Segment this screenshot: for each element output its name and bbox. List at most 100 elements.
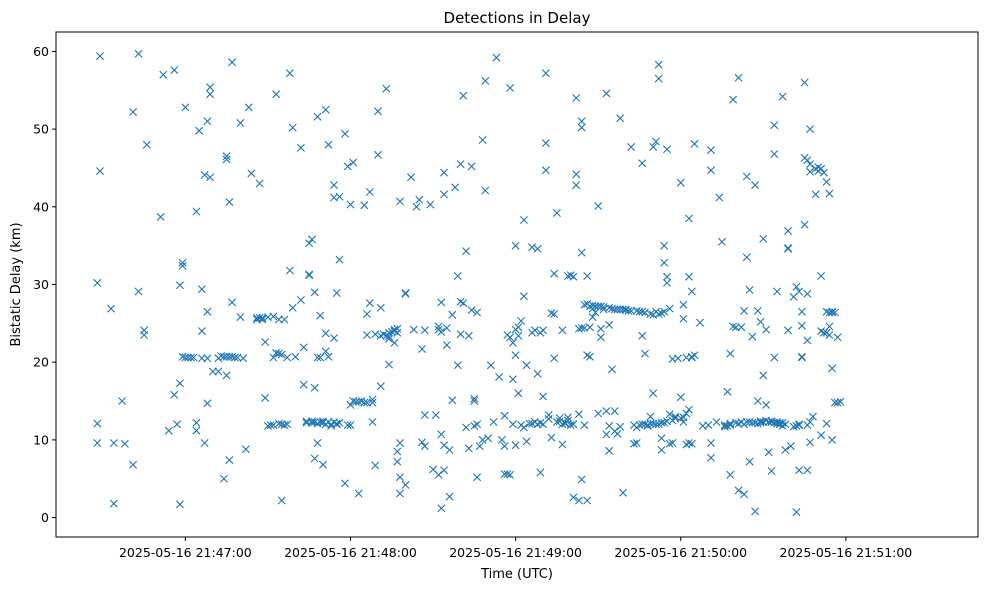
data-point [641,349,649,358]
data-point [503,470,512,479]
data-point [599,305,608,314]
data-point [577,117,586,126]
data-point [396,197,404,206]
data-point [396,489,404,498]
data-point [459,299,468,308]
data-point [759,371,768,380]
data-point [415,195,424,204]
data-point [330,334,338,343]
data-point [324,352,333,361]
data-point [671,412,680,421]
data-point [828,435,837,444]
data-point [107,304,115,313]
data-point [795,466,804,475]
data-point [244,103,253,112]
data-point [704,421,713,430]
data-point [762,400,771,409]
data-point [206,173,215,182]
y-tick-label: 50 [33,122,49,137]
data-point [740,306,749,315]
data-point [225,198,234,207]
data-point [473,473,482,482]
y-tick-label: 10 [33,432,49,447]
data-point [181,103,190,112]
data-point [594,202,603,210]
data-point [572,181,581,190]
data-point [745,285,754,294]
data-point [585,323,594,332]
data-point [409,325,418,334]
data-point [778,92,787,101]
data-point [762,325,771,334]
data-point [797,352,806,361]
data-point [734,73,743,82]
data-point [577,248,586,257]
data-point [602,430,611,439]
data-point [550,310,559,318]
y-tick-label: 0 [41,510,49,525]
x-tick-label: 2025-05-16 21:47:00 [119,545,252,560]
data-point [715,193,724,202]
data-point [453,272,462,280]
data-point [792,282,801,291]
data-point [462,247,471,256]
data-point [770,121,779,130]
data-point [288,303,297,312]
data-point [742,172,751,181]
data-point [197,285,206,294]
data-point [305,239,314,248]
data-point [170,390,179,399]
data-point [349,158,358,167]
data-point [784,326,793,335]
data-point [431,411,440,419]
data-point [426,200,435,209]
data-point [685,272,693,281]
data-point [506,333,515,342]
data-point [305,271,314,280]
data-point [420,442,429,451]
data-point [283,353,292,362]
x-tick-label: 2025-05-16 21:49:00 [449,545,582,560]
data-point [519,216,528,224]
data-point [580,421,589,430]
data-point [365,299,374,308]
data-point [726,470,735,479]
data-point [310,454,319,463]
data-point [467,162,476,171]
data-point [283,420,292,429]
data-point [203,399,212,408]
y-tick-label: 30 [33,277,49,292]
data-point [93,439,102,447]
data-point [222,155,231,164]
data-point [478,435,487,444]
data-point [296,143,305,152]
data-point [393,457,402,466]
data-point [343,421,352,430]
data-point [817,431,826,440]
data-point [382,84,391,93]
data-point [536,418,545,427]
data-point [784,226,793,235]
data-point [313,353,322,362]
data-point [808,412,817,421]
data-point [539,326,548,335]
data-point [440,441,449,450]
data-point [120,439,129,448]
data-point [401,289,410,297]
data-point [707,439,715,447]
data-point [817,272,826,280]
data-point [313,439,322,447]
data-point [539,392,548,401]
data-point [674,354,682,363]
data-point [646,412,655,421]
data-point [583,496,592,505]
data-point [412,202,421,211]
data-point [723,387,732,396]
data-point [396,473,404,482]
data-point [583,272,592,280]
data-point [473,308,482,317]
data-point [797,321,806,330]
data-point [610,407,619,416]
data-point [341,129,349,138]
data-point [756,418,765,427]
